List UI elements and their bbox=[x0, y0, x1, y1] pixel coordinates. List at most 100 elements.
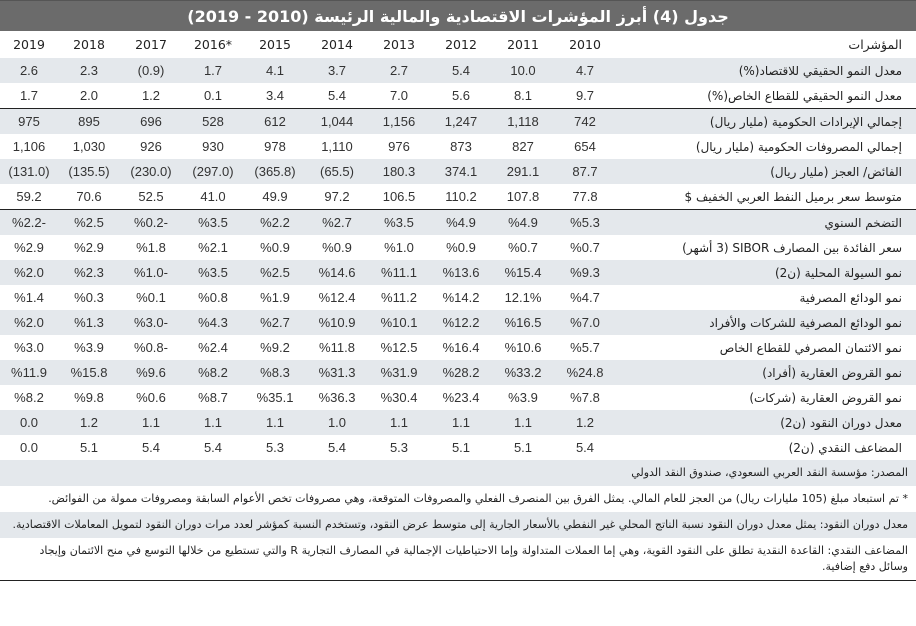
cell-value: 110.2 bbox=[430, 184, 492, 210]
cell-value: %10.1 bbox=[368, 310, 430, 335]
cell-value: 77.8 bbox=[554, 184, 616, 210]
cell-value: 70.6 bbox=[58, 184, 120, 210]
cell-value: 1.1 bbox=[492, 410, 554, 435]
cell-value: %0.9 bbox=[446, 240, 476, 255]
cell-value: 528 bbox=[182, 108, 244, 134]
cell-value: 52.5 bbox=[120, 184, 182, 210]
cell-value: %4.9 bbox=[492, 209, 554, 235]
cell-value: %2.0 bbox=[0, 310, 58, 335]
cell-value: %16.5 bbox=[492, 310, 554, 335]
row-label: نمو الائتمان المصرفي للقطاع الخاص bbox=[719, 340, 902, 355]
cell-value: %3.0- bbox=[120, 310, 182, 335]
cell-value: 0.1 bbox=[182, 83, 244, 109]
cell-value: 873 bbox=[450, 139, 472, 154]
cell-value: %8.3 bbox=[244, 360, 306, 385]
cell-value: 180.3 bbox=[368, 159, 430, 184]
cell-value: %10.6 bbox=[504, 340, 542, 355]
cell-value: %15.8 bbox=[58, 360, 120, 385]
cell-value: %7.0 bbox=[554, 310, 616, 335]
cell-value: 5.4 bbox=[430, 58, 492, 83]
cell-value: 49.9 bbox=[244, 184, 306, 210]
cell-value: %36.3 bbox=[318, 390, 356, 405]
cell-value: 1.1 bbox=[244, 410, 306, 435]
cell-value: %0.9 bbox=[322, 240, 352, 255]
cell-value: 1,247 bbox=[430, 108, 492, 134]
cell-value: %9.2 bbox=[260, 340, 290, 355]
year-header: 2011 bbox=[507, 37, 539, 52]
table-row: إجمالي الإيرادات الحكومية (مليار ريال) 74… bbox=[0, 108, 916, 134]
table-row: متوسط سعر برميل النفط العربي الخفيف $77.… bbox=[0, 184, 916, 210]
cell-value: %35.1 bbox=[256, 390, 294, 405]
cell-value: 4.1 bbox=[244, 58, 306, 83]
cell-value: %8.2 bbox=[182, 360, 244, 385]
header-row: المؤشرات 2010 2011 2012 2013 2014 2015 *… bbox=[0, 31, 916, 58]
cell-value: 0.0 bbox=[19, 440, 39, 455]
cell-value: 12.1% bbox=[504, 290, 542, 305]
cell-value: %4.7 bbox=[570, 290, 600, 305]
table-row: نمو الودائع المصرفية للشركات والأفراد %7.… bbox=[0, 310, 916, 335]
cell-value: 0.0 bbox=[0, 410, 58, 435]
cell-value: %3.5 bbox=[182, 260, 244, 285]
cell-value: 976 bbox=[388, 139, 410, 154]
cell-value: 1,044 bbox=[306, 108, 368, 134]
indicators-table: المؤشرات 2010 2011 2012 2013 2014 2015 *… bbox=[0, 31, 916, 460]
cell-value: %2.5 bbox=[244, 260, 306, 285]
indicators-table-figure: جدول (4) أبرز المؤشرات الاقتصادية والمال… bbox=[0, 0, 916, 581]
row-label: نمو السيولة المحلية (ن2) bbox=[616, 260, 916, 285]
year-header: 2013 bbox=[383, 37, 415, 52]
table-row: التضخم السنوي %5.3 %4.9 %4.9 %3.5 %2.7 %2.2 %3.… bbox=[0, 209, 916, 235]
cell-value: 926 bbox=[140, 139, 162, 154]
table-row: إجمالي المصروفات الحكومية (مليار ريال) 65… bbox=[0, 134, 916, 159]
cell-value: %1.3 bbox=[58, 310, 120, 335]
cell-value: %9.8 bbox=[74, 390, 104, 405]
cell-value: 930 bbox=[202, 139, 224, 154]
cell-value: %33.2 bbox=[492, 360, 554, 385]
cell-value: %3.5 bbox=[368, 209, 430, 235]
row-label: التضخم السنوي bbox=[616, 209, 916, 235]
cell-value: %3.5 bbox=[182, 209, 244, 235]
cell-value: %2.4 bbox=[198, 340, 228, 355]
cell-value: %1.0- bbox=[120, 260, 182, 285]
cell-value: %11.1 bbox=[368, 260, 430, 285]
year-header: 2014 bbox=[321, 37, 353, 52]
cell-value: 5.4 bbox=[327, 440, 347, 455]
cell-value: %5.3 bbox=[554, 209, 616, 235]
cell-value: %2.7 bbox=[306, 209, 368, 235]
cell-value: (365.8) bbox=[244, 159, 306, 184]
row-label: نمو القروض العقارية (شركات) bbox=[749, 390, 902, 405]
cell-value: %9.6 bbox=[120, 360, 182, 385]
cell-value: 5.3 bbox=[389, 440, 409, 455]
cell-value: %4.3 bbox=[182, 310, 244, 335]
cell-value: %28.2 bbox=[430, 360, 492, 385]
cell-value: %1.0 bbox=[384, 240, 414, 255]
cell-value: 978 bbox=[264, 139, 286, 154]
cell-value: %0.7 bbox=[508, 240, 538, 255]
table-row: معدل النمو الحقيقي للقطاع الخاص(%) 9.7 8.1… bbox=[0, 83, 916, 109]
cell-value: %2.9 bbox=[74, 240, 104, 255]
year-header: *2016 bbox=[193, 37, 233, 52]
table-row: نمو الودائع المصرفية %4.7 12.1% %14.2 %11.2%… bbox=[0, 285, 916, 310]
cell-value: 612 bbox=[244, 108, 306, 134]
footnote-2016: * تم استبعاد مبلغ (105 مليارات ريال) من … bbox=[48, 492, 908, 505]
row-label: إجمالي الإيرادات الحكومية (مليار ريال) bbox=[616, 108, 916, 134]
cell-value: 1.1 bbox=[182, 410, 244, 435]
cell-value: %12.5 bbox=[380, 340, 418, 355]
cell-value: %30.4 bbox=[380, 390, 418, 405]
cell-value: 9.7 bbox=[554, 83, 616, 109]
row-label: معدل النمو الحقيقي للقطاع الخاص(%) bbox=[616, 83, 916, 109]
table-row: الفائض/ العجز (مليار ريال) 87.7 291.1 374.1… bbox=[0, 159, 916, 184]
cell-value: %31.9 bbox=[368, 360, 430, 385]
cell-value: %12.2 bbox=[430, 310, 492, 335]
cell-value: %0.6 bbox=[136, 390, 166, 405]
cell-value: %15.4 bbox=[492, 260, 554, 285]
year-header: 2017 bbox=[135, 37, 167, 52]
cell-value: 1,106 bbox=[12, 139, 46, 154]
cell-value: 3.7 bbox=[306, 58, 368, 83]
row-label: معدل دوران النقود (ن2) bbox=[616, 410, 916, 435]
cell-value: 4.7 bbox=[554, 58, 616, 83]
cell-value: 5.4 bbox=[575, 440, 595, 455]
cell-value: 374.1 bbox=[430, 159, 492, 184]
cell-value: %10.9 bbox=[306, 310, 368, 335]
cell-value: %2.2 bbox=[244, 209, 306, 235]
year-header: 2019 bbox=[13, 37, 45, 52]
